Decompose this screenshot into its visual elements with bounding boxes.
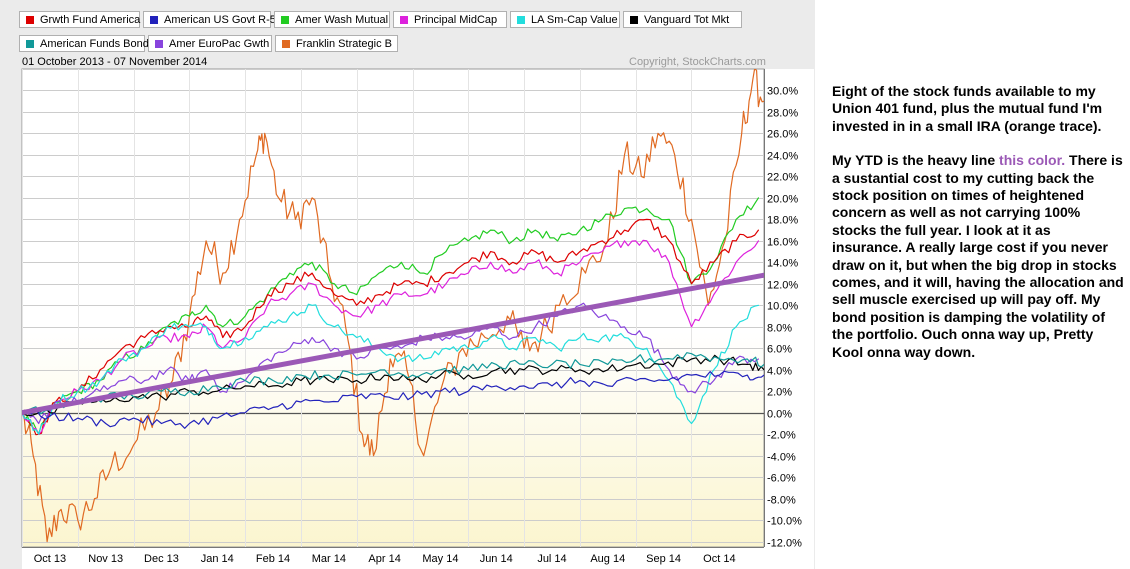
y-tick-label: -10.0% [767, 516, 802, 528]
line-chart: 30.0% 28.0% 26.0% 24.0% 22.0% 20.0% 18.0% 16.0%… [21, 68, 814, 569]
plot-area [21, 68, 765, 548]
y-tick-label: -8.0% [767, 495, 796, 507]
y-tick-label: 20.0% [767, 194, 798, 206]
y-tick-label: 12.0% [767, 280, 798, 292]
commentary-text-a: My YTD is the heavy line [832, 152, 1000, 169]
x-tick-label: May 14 [422, 553, 458, 565]
legend-label: American US Govt R-5 [164, 14, 276, 26]
legend-swatch [155, 40, 163, 48]
y-tick-label: 0.0% [767, 409, 792, 421]
series-line [22, 354, 764, 416]
y-tick-label: 6.0% [767, 344, 792, 356]
y-tick-label: -2.0% [767, 430, 796, 442]
x-tick-label: Aug 14 [590, 553, 625, 565]
legend-label: LA Sm-Cap Value [531, 14, 618, 26]
legend-item[interactable]: Amer EuroPac Gwth [148, 35, 272, 52]
legend-swatch [150, 16, 158, 24]
series-line [22, 239, 760, 435]
x-tick-label: Feb 14 [256, 553, 290, 565]
y-tick-label: 8.0% [767, 323, 792, 335]
series-line [22, 352, 764, 415]
series-line [22, 370, 764, 429]
series-line [22, 218, 760, 436]
legend-swatch [281, 16, 289, 24]
legend-label: Grwth Fund America [40, 14, 141, 26]
y-tick-label: 30.0% [767, 86, 798, 98]
legend-label: Principal MidCap [414, 14, 498, 26]
commentary-text-b: There is a sustantial cost to my cutting… [832, 152, 1124, 360]
commentary-paragraph-2: My YTD is the heavy line this color. The… [832, 152, 1124, 361]
x-tick-label: Jun 14 [480, 553, 513, 565]
y-tick-label: 18.0% [767, 215, 798, 227]
x-tick-label: Dec 13 [144, 553, 179, 565]
legend-item[interactable]: Principal MidCap [393, 11, 507, 28]
legend-swatch [282, 40, 290, 48]
legend-swatch [630, 16, 638, 24]
commentary-paragraph-1: Eight of the stock funds available to my… [832, 83, 1103, 134]
y-tick-label: 28.0% [767, 108, 798, 120]
grid [22, 69, 764, 547]
legend-label: Vanguard Tot Mkt [644, 14, 730, 26]
x-tick-label: Apr 14 [368, 553, 400, 565]
x-tick-label: Mar 14 [312, 553, 346, 565]
y-tick-label: 14.0% [767, 258, 798, 270]
y-tick-label: 10.0% [767, 301, 798, 313]
legend-item[interactable]: American US Govt R-5 [143, 11, 276, 28]
x-tick-label: Nov 13 [88, 553, 123, 565]
x-tick-label: Oct 14 [703, 553, 735, 565]
legend-swatch [26, 16, 34, 24]
legend-swatch [26, 40, 34, 48]
legend-item[interactable]: Franklin Strategic B [275, 35, 398, 52]
y-tick-label: 4.0% [767, 366, 792, 378]
x-tick-label: Jan 14 [201, 553, 234, 565]
legend-item[interactable]: Amer Wash Mutual [274, 11, 390, 28]
y-tick-label: 2.0% [767, 387, 792, 399]
x-tick-label: Jul 14 [537, 553, 566, 565]
copyright-notice: Copyright, StockCharts.com [629, 56, 766, 68]
legend-swatch [517, 16, 525, 24]
y-tick-label: 22.0% [767, 172, 798, 184]
legend-label: Franklin Strategic B [296, 38, 392, 50]
legend-swatch [400, 16, 408, 24]
commentary: Eight of the stock funds available to my… [832, 83, 1124, 361]
y-axis-area [764, 69, 814, 547]
y-tick-label: 16.0% [767, 237, 798, 249]
legend-item[interactable]: Vanguard Tot Mkt [623, 11, 742, 28]
y-tick-label: -12.0% [767, 538, 802, 550]
color-highlight: this color. [999, 152, 1066, 169]
x-tick-label: Oct 13 [34, 553, 66, 565]
series-group [22, 69, 764, 543]
y-axis-ticks: 30.0% 28.0% 26.0% 24.0% 22.0% 20.0% 18.0% 16.0%… [767, 86, 802, 550]
legend-label: American Funds Bond [40, 38, 149, 50]
legend-item[interactable]: Grwth Fund America [19, 11, 140, 28]
y-tick-label: 24.0% [767, 151, 798, 163]
legend-item[interactable]: LA Sm-Cap Value [510, 11, 620, 28]
x-axis-ticks: Oct 13 Nov 13 Dec 13 Jan 14 Feb 14 Mar 14 Apr … [34, 553, 736, 565]
series-line [22, 272, 764, 416]
series-line [22, 69, 764, 543]
y-tick-label: 26.0% [767, 129, 798, 141]
y-tick-label: -4.0% [767, 452, 796, 464]
legend-label: Amer Wash Mutual [295, 14, 389, 26]
legend-label: Amer EuroPac Gwth [169, 38, 270, 50]
y-tick-label: -6.0% [767, 473, 796, 485]
x-tick-label: Sep 14 [646, 553, 681, 565]
x-axis-area [22, 547, 814, 569]
date-range: 01 October 2013 - 07 November 2014 [22, 56, 208, 68]
legend-item[interactable]: American Funds Bond [19, 35, 149, 52]
